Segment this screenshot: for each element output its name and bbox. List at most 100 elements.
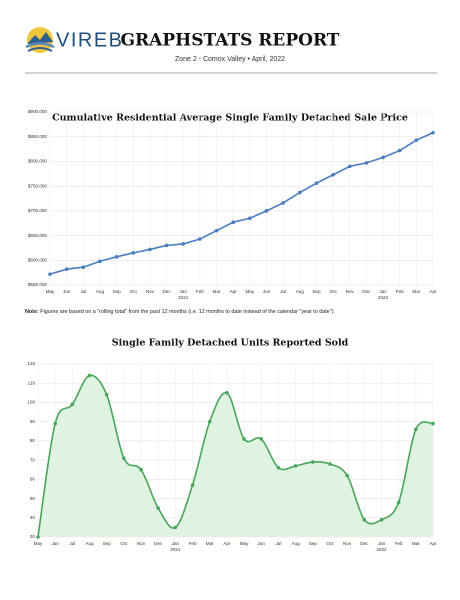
logo-icon — [25, 27, 55, 53]
y-tick-label: 90 — [30, 419, 36, 424]
data-point — [87, 373, 92, 378]
x-tick-label: Jul — [280, 289, 286, 294]
data-point — [104, 392, 109, 397]
x-tick-label: Mar — [412, 541, 420, 546]
data-point — [276, 466, 281, 470]
y-tick-label: $800,000 — [28, 159, 48, 164]
area-fill — [38, 375, 433, 537]
data-point — [225, 391, 229, 395]
data-point — [362, 517, 367, 522]
data-point — [345, 473, 349, 478]
x-tick-label: Jun — [258, 541, 266, 546]
note: Note: Figures are based on a "rolling to… — [25, 309, 335, 315]
x-tick-label: Jan — [172, 541, 180, 546]
x-tick-label: May — [245, 289, 254, 294]
x-tick-label: Oct — [130, 289, 138, 294]
data-point — [70, 402, 75, 407]
data-point — [347, 164, 352, 169]
data-point — [181, 242, 186, 246]
data-point — [114, 255, 119, 259]
x-tick-label: Feb — [396, 289, 404, 294]
data-point — [431, 421, 435, 426]
data-point — [379, 517, 384, 522]
x-tick-label: Mar — [412, 289, 420, 294]
y-tick-label: $600,000 — [28, 258, 48, 263]
y-tick-label: 50 — [30, 496, 36, 501]
x-tick-label: Dec — [360, 541, 369, 546]
x-tick-label: Apr — [230, 289, 238, 294]
x-tick-label: Oct — [326, 541, 334, 546]
data-point — [396, 500, 401, 505]
report-title: GRAPHSTATS REPORT — [121, 31, 340, 51]
x-year-label: 2022 — [378, 295, 389, 300]
data-point — [156, 506, 161, 510]
data-point — [53, 421, 57, 426]
x-tick-label: Oct — [120, 541, 128, 546]
data-point — [328, 462, 332, 466]
x-tick-label: Feb — [196, 289, 204, 294]
brand: VIREB — [56, 29, 124, 51]
note-label: Note: — [25, 309, 39, 315]
data-point — [331, 172, 335, 177]
x-tick-label: Sep — [103, 541, 112, 546]
data-point — [397, 148, 402, 153]
data-point — [173, 525, 178, 530]
data-point — [414, 138, 419, 142]
chart-title: Single Family Detached Units Reported So… — [112, 338, 349, 349]
x-tick-label: Aug — [296, 289, 305, 294]
data-point — [164, 243, 169, 248]
x-tick-label: Jul — [80, 289, 86, 294]
x-tick-label: Jun — [263, 289, 271, 294]
x-tick-label: Feb — [189, 541, 197, 546]
y-tick-label: 100 — [27, 400, 35, 405]
x-tick-label: Dec — [362, 289, 371, 294]
x-tick-label: Mar — [213, 289, 221, 294]
data-point — [259, 437, 264, 441]
x-tick-label: Apr — [429, 541, 437, 546]
y-tick-label: $550,000 — [28, 282, 48, 287]
data-point — [364, 161, 369, 165]
data-point — [198, 237, 202, 241]
data-point — [264, 209, 269, 213]
data-point — [81, 265, 86, 270]
data-point — [131, 251, 136, 255]
x-tick-label: Sep — [113, 289, 122, 294]
data-point — [190, 483, 195, 487]
x-tick-label: Aug — [292, 541, 301, 546]
x-tick-label: Jun — [63, 289, 71, 294]
x-tick-label: Nov — [146, 289, 155, 294]
x-tick-label: May — [240, 541, 249, 546]
x-tick-label: Jul — [69, 541, 75, 546]
x-tick-label: Apr — [223, 541, 231, 546]
y-tick-label: 80 — [30, 438, 36, 443]
data-point — [139, 467, 143, 472]
x-tick-label: Jun — [51, 541, 59, 546]
data-point — [242, 437, 246, 441]
data-point — [248, 216, 252, 221]
x-tick-label: Nov — [137, 541, 146, 546]
x-tick-label: Nov — [343, 541, 352, 546]
y-tick-label: $700,000 — [28, 208, 48, 213]
y-tick-label: $650,000 — [28, 233, 48, 238]
data-point — [297, 190, 302, 195]
data-point — [48, 272, 52, 276]
data-point — [36, 535, 40, 539]
y-tick-label: $750,000 — [28, 183, 48, 188]
y-tick-label: 110 — [28, 380, 36, 385]
x-tick-label: Jul — [275, 541, 281, 546]
data-point — [281, 201, 285, 205]
x-year-label: 2021 — [170, 547, 181, 552]
x-tick-label: Aug — [85, 541, 94, 546]
x-tick-label: May — [34, 541, 43, 546]
data-point — [214, 228, 219, 233]
data-point — [293, 464, 298, 468]
y-tick-label: 40 — [30, 515, 36, 520]
x-tick-label: Oct — [330, 289, 338, 294]
y-tick-label: 120 — [27, 361, 35, 366]
x-tick-label: Jan — [378, 541, 386, 546]
x-tick-label: Sep — [309, 541, 318, 546]
data-point — [431, 130, 435, 135]
data-line — [49, 132, 434, 275]
x-tick-label: Jan — [180, 289, 188, 294]
